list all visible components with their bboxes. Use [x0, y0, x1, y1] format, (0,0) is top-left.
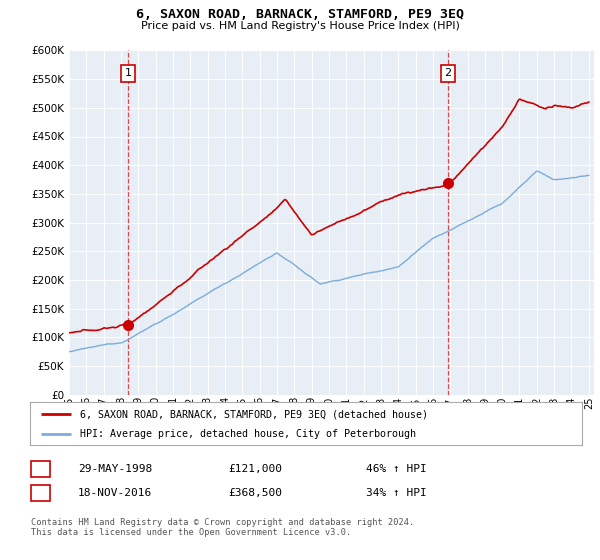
- Text: £368,500: £368,500: [228, 488, 282, 498]
- Text: 1: 1: [37, 464, 44, 474]
- Text: 2: 2: [37, 488, 44, 498]
- Text: 1: 1: [124, 68, 131, 78]
- Text: 34% ↑ HPI: 34% ↑ HPI: [366, 488, 427, 498]
- Text: Contains HM Land Registry data © Crown copyright and database right 2024.
This d: Contains HM Land Registry data © Crown c…: [31, 518, 415, 538]
- Text: Price paid vs. HM Land Registry's House Price Index (HPI): Price paid vs. HM Land Registry's House …: [140, 21, 460, 31]
- Text: 29-MAY-1998: 29-MAY-1998: [78, 464, 152, 474]
- Text: £121,000: £121,000: [228, 464, 282, 474]
- Text: 2: 2: [445, 68, 452, 78]
- Text: 6, SAXON ROAD, BARNACK, STAMFORD, PE9 3EQ: 6, SAXON ROAD, BARNACK, STAMFORD, PE9 3E…: [136, 8, 464, 21]
- Text: HPI: Average price, detached house, City of Peterborough: HPI: Average price, detached house, City…: [80, 430, 416, 440]
- Text: 6, SAXON ROAD, BARNACK, STAMFORD, PE9 3EQ (detached house): 6, SAXON ROAD, BARNACK, STAMFORD, PE9 3E…: [80, 409, 428, 419]
- Text: 18-NOV-2016: 18-NOV-2016: [78, 488, 152, 498]
- Text: 46% ↑ HPI: 46% ↑ HPI: [366, 464, 427, 474]
